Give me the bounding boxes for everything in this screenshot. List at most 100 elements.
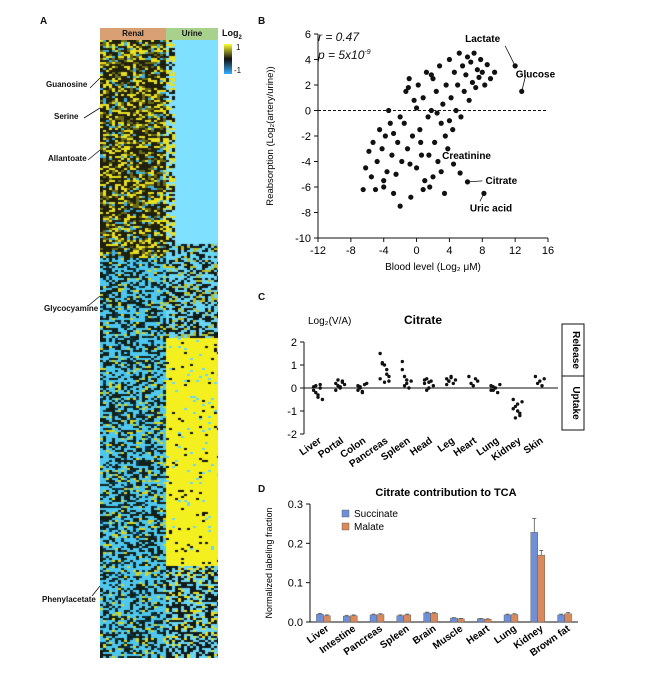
- scatter-point: [404, 146, 411, 152]
- row-label-phenylacetate: Phenylacetate: [42, 595, 96, 604]
- scatter-point: [418, 152, 425, 158]
- scatter-point: [413, 165, 420, 171]
- scatter-point: [459, 63, 466, 69]
- heatmap-legend-title: Log2: [222, 28, 242, 41]
- uptake-box: [561, 375, 585, 431]
- dot: [422, 378, 427, 382]
- y-tick-label: -1: [287, 406, 297, 418]
- annotation-label: Uric acid: [470, 203, 512, 214]
- scatter-point: [435, 158, 441, 165]
- dot: [387, 379, 391, 383]
- release-label: Release: [570, 331, 581, 369]
- scatter-point: [384, 169, 390, 175]
- bar-succinate: [423, 612, 431, 623]
- dot: [402, 384, 407, 388]
- dot: [407, 386, 411, 390]
- x-tick-label: 4: [446, 245, 452, 257]
- x-tick-label: -8: [346, 245, 356, 257]
- bar-succinate: [396, 615, 405, 623]
- scatter-point: [484, 62, 490, 68]
- scatter-point: [456, 50, 462, 56]
- scatter-point: [471, 50, 477, 56]
- y-tick-label: -6: [301, 182, 311, 194]
- bar-malate: [403, 614, 412, 623]
- y-tick-label: 2: [305, 80, 311, 92]
- scatter-point: [368, 174, 374, 180]
- labeled-point: [464, 179, 471, 185]
- dot: [427, 386, 431, 390]
- scatter-point: [408, 194, 414, 200]
- y-tick-label: 4: [305, 55, 311, 67]
- scatter-point: [425, 114, 431, 120]
- panel-c-title: Citrate: [404, 313, 442, 327]
- annotation-label: Glucose: [516, 69, 556, 80]
- dot: [385, 372, 389, 376]
- dot: [513, 404, 518, 409]
- dot: [473, 377, 478, 381]
- dot: [336, 378, 340, 382]
- scatter-point: [415, 82, 421, 88]
- dot: [431, 384, 436, 388]
- scatter-point: [468, 59, 474, 65]
- dot: [513, 416, 518, 420]
- scatter-point: [440, 101, 446, 107]
- scatter-point: [390, 130, 397, 137]
- heatmap-legend-min: -1: [234, 66, 242, 75]
- labeled-point: [457, 170, 463, 176]
- dot: [356, 388, 360, 392]
- panel-a-letter: A: [40, 16, 48, 27]
- panel-b-xlabel: Blood level (Log₂ μM): [385, 262, 481, 273]
- dot: [316, 395, 320, 399]
- y-tick-label: 1: [291, 360, 297, 372]
- scatter-point: [442, 133, 448, 139]
- scatter-point: [474, 67, 480, 73]
- scatter-point: [492, 69, 498, 75]
- y-tick-label: -2: [287, 429, 297, 441]
- bar-succinate: [316, 613, 324, 623]
- category-label: Head: [408, 435, 434, 458]
- scatter-point: [479, 69, 485, 75]
- row-label-serine: Serine: [54, 112, 79, 121]
- scatter-point: [441, 190, 448, 196]
- dot: [489, 388, 493, 392]
- dot: [385, 367, 389, 372]
- x-tick-label: -12: [310, 245, 326, 257]
- scatter-point: [466, 97, 472, 103]
- dot: [511, 397, 515, 402]
- panel-c-ylabel: Log₂(V/A): [308, 316, 351, 327]
- scatter-point: [409, 133, 416, 139]
- dot: [535, 381, 540, 386]
- dot: [400, 359, 405, 364]
- dot: [409, 379, 413, 383]
- dot: [378, 351, 382, 356]
- heatmap-color-scale: [224, 44, 232, 74]
- dot: [318, 382, 322, 387]
- dot: [340, 380, 345, 384]
- bar-malate: [457, 618, 465, 623]
- scatter-point: [372, 186, 379, 193]
- dot: [515, 409, 520, 413]
- category-label: Skin: [522, 435, 546, 456]
- scatter-point: [407, 161, 413, 167]
- scatter-point: [455, 82, 461, 88]
- scatter-point: [487, 76, 494, 82]
- dot: [380, 361, 385, 365]
- scatter-point: [434, 110, 440, 116]
- dot: [400, 367, 405, 372]
- scatter-point: [433, 88, 439, 94]
- category-label: Heart: [452, 435, 480, 459]
- row-label-leaders: [83, 77, 101, 597]
- scatter-point: [389, 152, 395, 158]
- dot: [447, 379, 451, 383]
- dot: [444, 382, 449, 387]
- category-label: Muscle: [431, 623, 465, 652]
- panel-d-ylabel: Normalized labeling fraction: [264, 507, 274, 618]
- annotation-label: Lactate: [465, 34, 500, 45]
- dot: [453, 378, 458, 382]
- scatter-point: [464, 54, 471, 60]
- scatter-point: [428, 107, 434, 114]
- legend-swatch-succinate: [341, 509, 350, 518]
- dot: [475, 379, 480, 383]
- annotation-leader: [504, 45, 516, 67]
- dot: [358, 385, 362, 389]
